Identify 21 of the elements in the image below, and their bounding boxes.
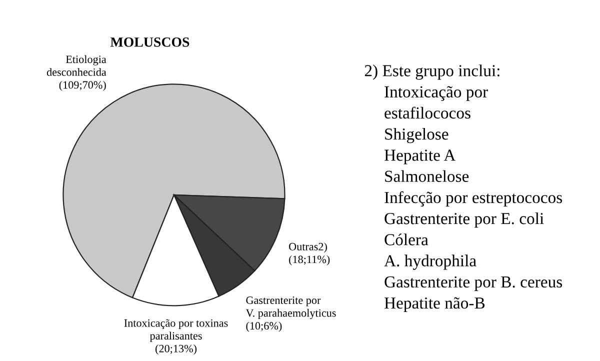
data-label: (18;11%) (289, 255, 330, 266)
text: Gastrenterite por B. cereus (384, 276, 562, 291)
slice-label: Intoxicação por toxinas paralisantes (124, 319, 228, 342)
data-label: (20;13%) (156, 344, 197, 355)
slice-label: Gastrenterite por V. parahaemolyticus (246, 296, 336, 320)
text: Hepatite A (384, 150, 456, 164)
text: Infecção por estreptococos (384, 191, 562, 207)
slice-label: Etiologia desconhecida (46, 55, 106, 76)
text: Cólera (384, 234, 428, 246)
text: estafilococos (384, 106, 470, 119)
data-label: (109;70%) (59, 80, 106, 91)
text: Salmonelose (385, 170, 469, 182)
text: Gastrenterite por E. coli (384, 212, 544, 228)
slice-label: Outras2) (289, 242, 327, 253)
text: Intoxicação por (384, 86, 488, 101)
text: Shigelose (385, 128, 448, 144)
text: 2) Este grupo inclui: (364, 64, 500, 80)
text: A. hydrophila (384, 254, 476, 270)
chart-title: MOLUSCOS (110, 37, 190, 47)
data-label: (10;6%) (246, 322, 282, 332)
text: Hepatite não-B (384, 297, 485, 312)
